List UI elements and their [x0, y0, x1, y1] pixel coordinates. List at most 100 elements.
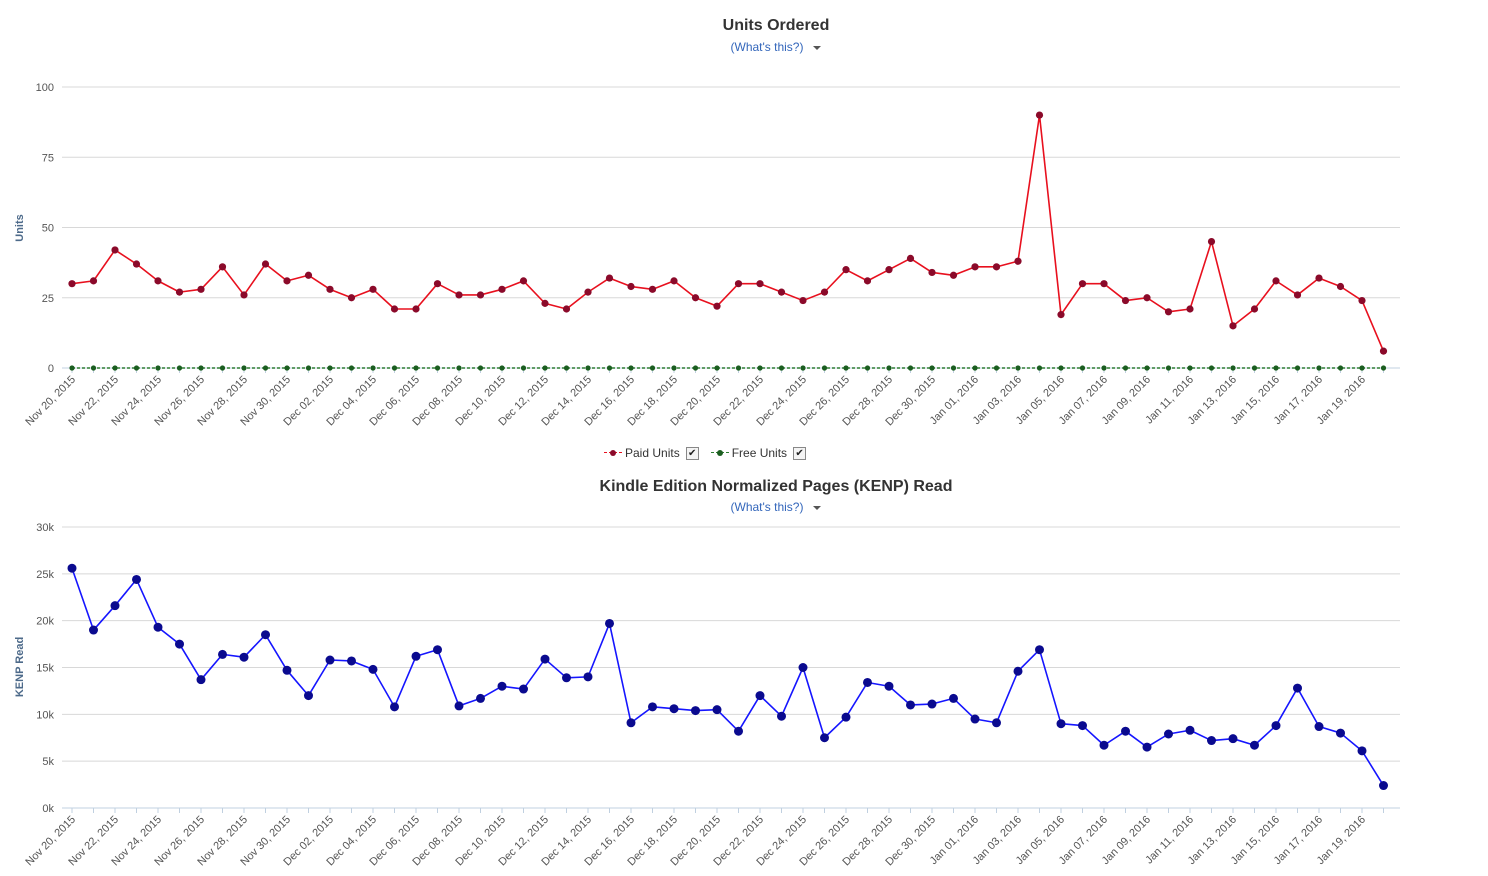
data-point [304, 691, 313, 701]
units-whats-this-label[interactable]: (What's this?) [730, 40, 804, 54]
data-point [1294, 365, 1301, 371]
data-point [348, 365, 355, 371]
data-point [455, 291, 463, 299]
data-point [454, 701, 464, 711]
y-tick-label: 50 [42, 223, 54, 235]
data-point [605, 618, 614, 628]
data-point [1337, 365, 1344, 371]
legend-paid-units[interactable]: Paid Units ✔ [604, 446, 699, 460]
data-point [886, 365, 892, 371]
data-point [197, 285, 205, 293]
data-point [1316, 365, 1322, 371]
data-point [499, 365, 505, 371]
data-point [649, 365, 656, 371]
data-point [1078, 721, 1087, 731]
data-point [800, 365, 806, 371]
data-point [1100, 280, 1108, 288]
data-point [390, 305, 399, 313]
data-point [132, 260, 141, 268]
data-point [1101, 365, 1107, 371]
y-axis-title: KENP Read [14, 637, 26, 697]
data-point [1251, 365, 1258, 371]
data-point [1164, 729, 1173, 739]
data-point [412, 305, 420, 313]
data-point [476, 291, 485, 299]
data-point [1121, 726, 1130, 736]
data-point [434, 365, 441, 371]
y-tick-label: 30k [36, 522, 54, 534]
data-point [1380, 365, 1387, 371]
data-point [153, 622, 163, 632]
legend-free-units-label: Free Units [731, 446, 788, 460]
data-point [1165, 365, 1172, 371]
data-point [734, 280, 743, 288]
data-point [928, 268, 936, 277]
data-point [1250, 305, 1259, 313]
chevron-down-icon[interactable] [813, 505, 822, 510]
data-point [391, 365, 398, 371]
data-point [1207, 237, 1216, 246]
data-point [542, 365, 548, 371]
data-point [1185, 725, 1195, 735]
y-tick-label: 75 [42, 152, 54, 164]
data-point [369, 285, 377, 293]
data-point [583, 672, 593, 682]
data-point [413, 365, 419, 371]
data-point [89, 625, 98, 635]
legend-paid-units-label: Paid Units [625, 446, 680, 460]
free-units-swatch [710, 448, 729, 458]
kenp-whats-this-link[interactable]: (What's this?) [0, 500, 1488, 514]
data-point [863, 677, 872, 687]
paid-units-checkbox[interactable]: ✔ [685, 446, 699, 460]
data-point [1379, 347, 1388, 355]
y-tick-label: 10k [36, 709, 54, 721]
data-point [1057, 311, 1065, 319]
data-point [155, 365, 161, 371]
data-point [370, 365, 376, 371]
data-point [519, 684, 528, 694]
data-point [541, 299, 549, 307]
data-point [777, 711, 786, 721]
units-chart-title: Units Ordered [722, 17, 830, 34]
data-point [562, 305, 571, 313]
data-point [1207, 736, 1216, 746]
data-point [261, 260, 270, 268]
data-point [993, 365, 1000, 371]
kenp-chart-title: Kindle Edition Normalized Pages (KENP) R… [599, 478, 953, 495]
data-point [628, 365, 634, 371]
data-point [949, 271, 958, 279]
data-point [1035, 111, 1044, 119]
y-tick-label: 25 [42, 293, 54, 305]
chevron-down-icon[interactable] [813, 45, 822, 50]
data-point [1186, 305, 1194, 313]
y-axis-title: Units [14, 214, 26, 242]
data-point [1271, 721, 1281, 731]
data-point [735, 365, 742, 371]
data-point [692, 365, 699, 371]
data-point [89, 277, 98, 285]
data-point [1293, 683, 1302, 693]
data-point [670, 277, 678, 285]
data-point [497, 681, 507, 691]
free-units-checkbox[interactable]: ✔ [793, 446, 807, 460]
data-point [1035, 645, 1044, 655]
data-point [433, 645, 442, 655]
data-point [757, 365, 763, 371]
data-point [949, 693, 958, 703]
data-point [1056, 719, 1066, 729]
data-point [1122, 365, 1129, 371]
data-point [820, 733, 829, 743]
data-point [691, 294, 700, 302]
data-point [907, 365, 914, 371]
data-point [863, 277, 872, 285]
units-whats-this-link[interactable]: (What's this?) [0, 40, 1488, 54]
data-point [1144, 365, 1150, 371]
data-point [1315, 274, 1323, 282]
data-point [519, 277, 528, 285]
legend-free-units[interactable]: Free Units ✔ [710, 446, 807, 460]
data-point [691, 706, 700, 716]
data-point [390, 702, 399, 712]
kenp-whats-this-label[interactable]: (What's this?) [730, 500, 804, 514]
data-point [992, 718, 1001, 728]
